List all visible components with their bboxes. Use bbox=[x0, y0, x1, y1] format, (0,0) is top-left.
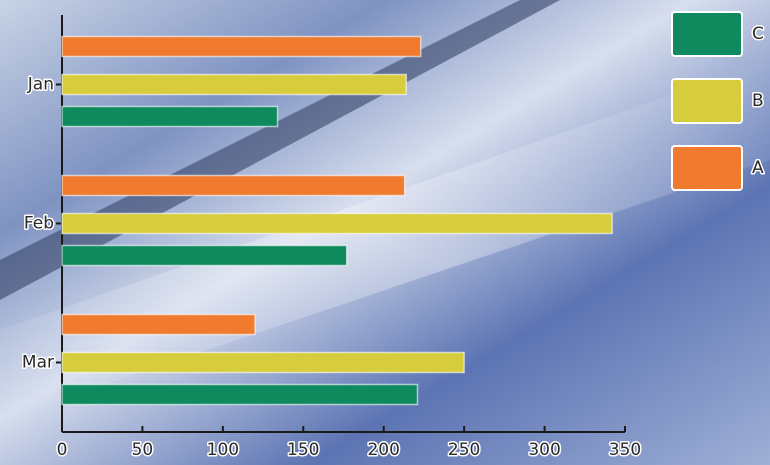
bar bbox=[61, 73, 407, 96]
bar bbox=[61, 244, 348, 267]
bar bbox=[61, 351, 465, 374]
x-tick-label: 300 bbox=[528, 440, 560, 460]
legend-label: A bbox=[752, 158, 764, 178]
x-tick-label: 200 bbox=[367, 440, 399, 460]
bar bbox=[61, 383, 419, 406]
y-tick-label: Mar bbox=[22, 353, 54, 373]
bar bbox=[61, 35, 422, 58]
legend-swatch bbox=[671, 78, 743, 124]
x-tick-label: 250 bbox=[448, 440, 480, 460]
y-tick-label: Feb bbox=[24, 214, 54, 234]
legend-swatch bbox=[671, 145, 743, 191]
x-tick-label: 100 bbox=[207, 440, 239, 460]
legend-swatch bbox=[671, 11, 743, 57]
x-tick-label: 350 bbox=[609, 440, 641, 460]
bar bbox=[61, 105, 279, 128]
x-tick-label: 0 bbox=[57, 440, 68, 460]
legend-label: C bbox=[752, 24, 764, 44]
y-tick-label: Jan bbox=[27, 75, 54, 95]
legend-label: B bbox=[752, 91, 764, 111]
x-tick-label: 50 bbox=[132, 440, 154, 460]
bar bbox=[61, 174, 406, 197]
bar bbox=[61, 212, 613, 235]
x-tick-label: 150 bbox=[287, 440, 319, 460]
bar bbox=[61, 313, 256, 336]
